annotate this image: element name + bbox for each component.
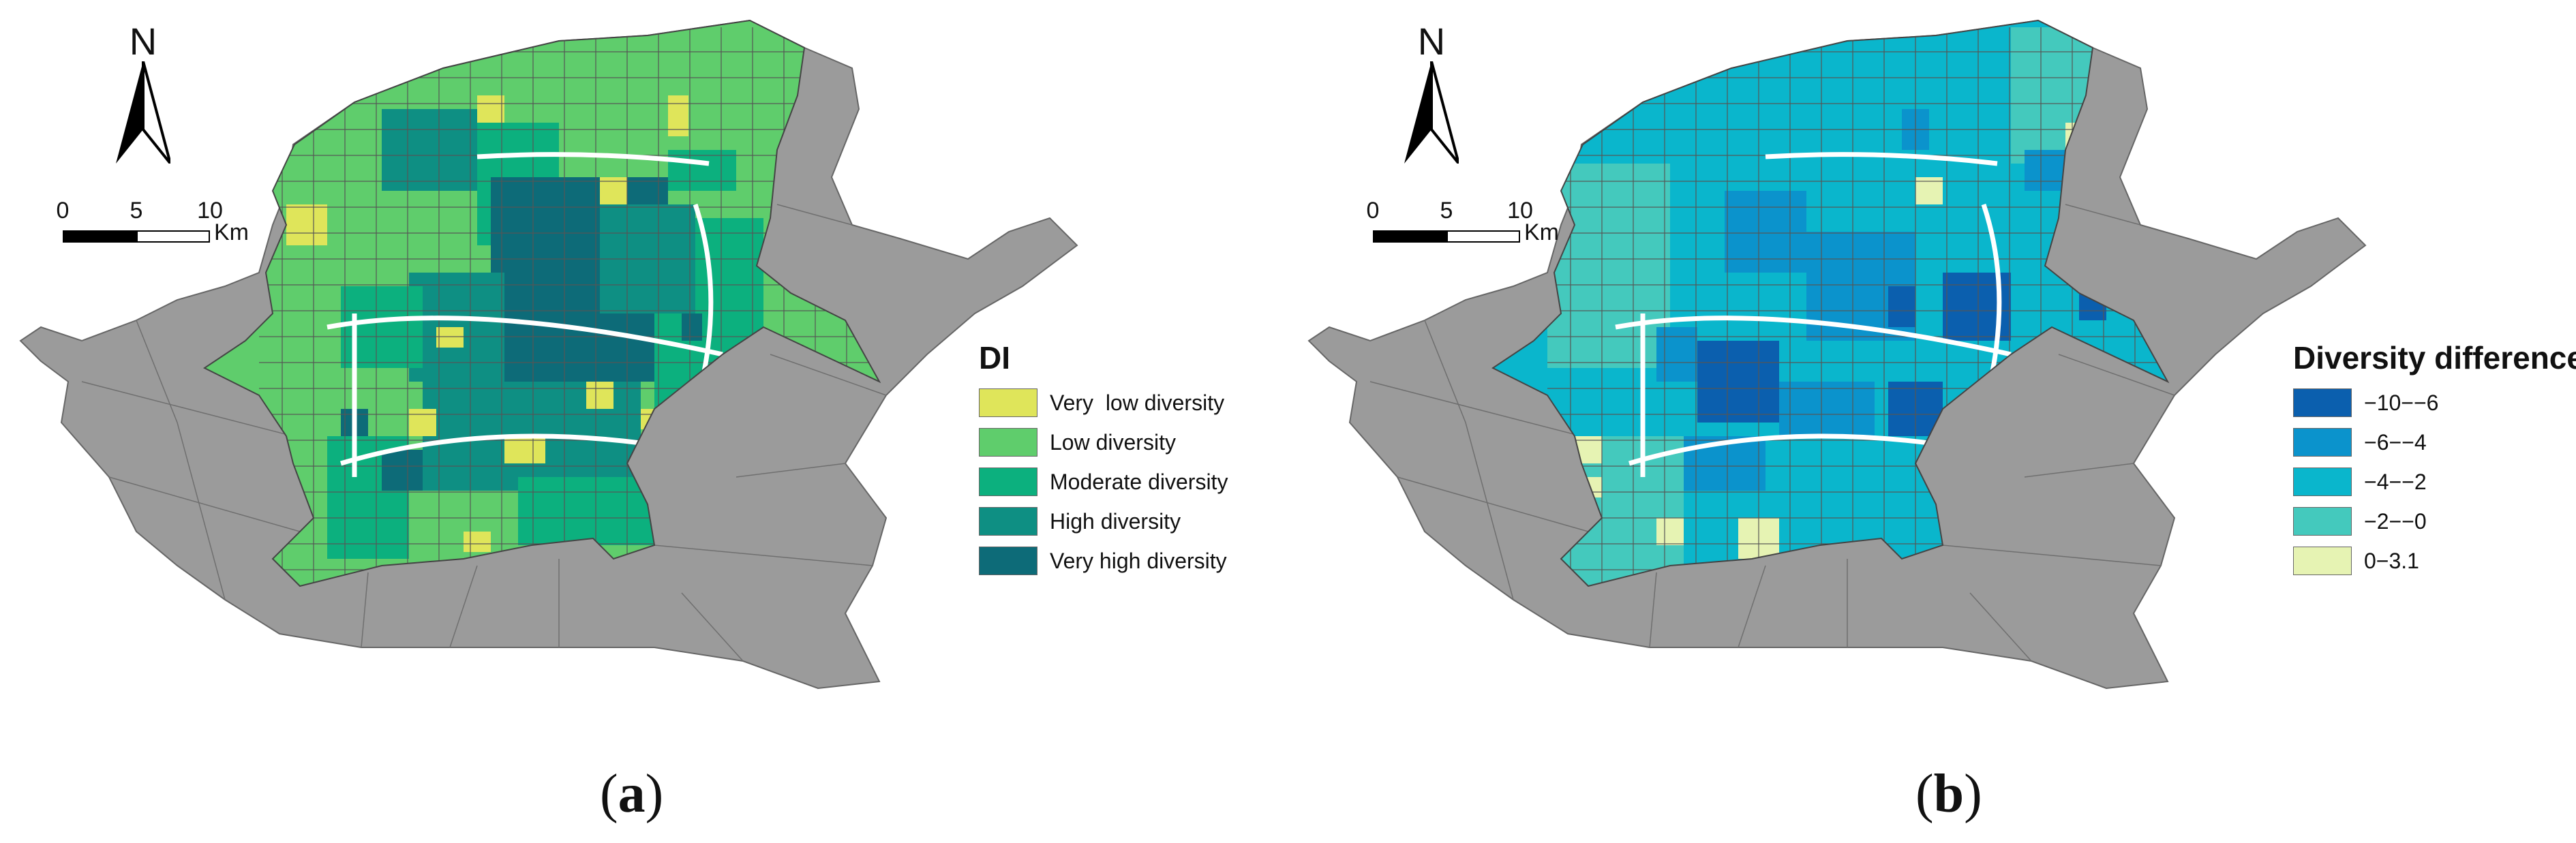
legend-swatch [979,468,1037,496]
outer-boundaries [81,204,887,662]
panel-caption-b: (b) [1915,764,1982,824]
legend-label: −10−−6 [2364,390,2439,415]
map-a [19,19,1078,690]
scale-unit: Km [1524,219,1559,245]
legend-label: Moderate diversity [1050,469,1228,494]
legend-title: Diversity difference [2293,340,2576,375]
legend-item: −10−−6 [2293,383,2576,423]
legend-item: 0−3.1 [2293,541,2576,581]
legend-label: Low diversity [1050,429,1176,455]
legend-swatch [979,428,1037,457]
legend-swatch [2293,507,2352,536]
legend-swatch [2293,468,2352,496]
legend-swatch [979,388,1037,417]
legend-label: −2−−0 [2364,508,2427,534]
legend-swatch [979,507,1037,536]
north-label: N [1417,20,1446,63]
north-label: N [129,20,157,63]
study-area-a [259,27,873,586]
legend-item: −4−−2 [2293,462,2576,502]
caption-letter: a [618,764,646,824]
legend-label: −4−−2 [2364,469,2427,494]
panel-caption-a: (a) [600,764,664,824]
legend-swatch [2293,388,2352,417]
scale-tick-5: 5 [1440,198,1453,224]
legend-label: −6−−4 [2364,429,2427,455]
legend-label: 0−3.1 [2364,548,2419,573]
legend-item: −2−−0 [2293,502,2576,541]
map-b [1307,19,2367,690]
north-arrow-icon [1404,61,1459,164]
scale-unit: Km [214,219,249,245]
legend-b: Diversity difference −10−−6 −6−−4 −4−−2 … [2293,339,2576,581]
north-arrow-a: N [102,19,184,164]
panel-a: N 0 5 10 Km DI Very low diversity Low di… [19,19,1228,824]
legend-a: DI Very low diversity Low diversity Mode… [979,339,1228,581]
scale-segment-black [63,230,136,243]
outer-boundaries [1369,204,2175,662]
legend-item: Moderate diversity [979,462,1228,502]
legend-swatch [2293,547,2352,575]
north-arrow-b: N [1391,19,1472,164]
scale-segment-white [1446,230,1520,243]
north-arrow-icon [116,61,170,164]
panel-b: N 0 5 10 Km Diversity difference −10−−6 … [1288,0,2576,843]
scale-bar-b: 0 5 10 Km [1367,198,1577,259]
scale-tick-10: 10 [197,198,223,224]
legend-item: Very low diversity [979,383,1228,423]
scale-tick-5: 5 [130,198,143,224]
legend-label: Very high diversity [1050,548,1227,573]
scale-tick-0: 0 [1366,198,1380,224]
legend-item: Low diversity [979,423,1228,462]
scale-segment-white [136,230,210,243]
legend-swatch [2293,428,2352,457]
legend-item: −6−−4 [2293,423,2576,462]
scale-tick-10: 10 [1507,198,1533,224]
caption-letter: b [1933,764,1965,824]
scale-tick-0: 0 [56,198,70,224]
legend-label: Very low diversity [1050,390,1225,415]
scale-segment-black [1373,230,1446,243]
legend-item: Very high diversity [979,541,1228,581]
legend-label: High diversity [1050,508,1181,534]
legend-title: DI [979,340,1010,375]
legend-item: High diversity [979,502,1228,541]
scale-bar-a: 0 5 10 Km [57,198,267,259]
legend-swatch [979,547,1037,575]
